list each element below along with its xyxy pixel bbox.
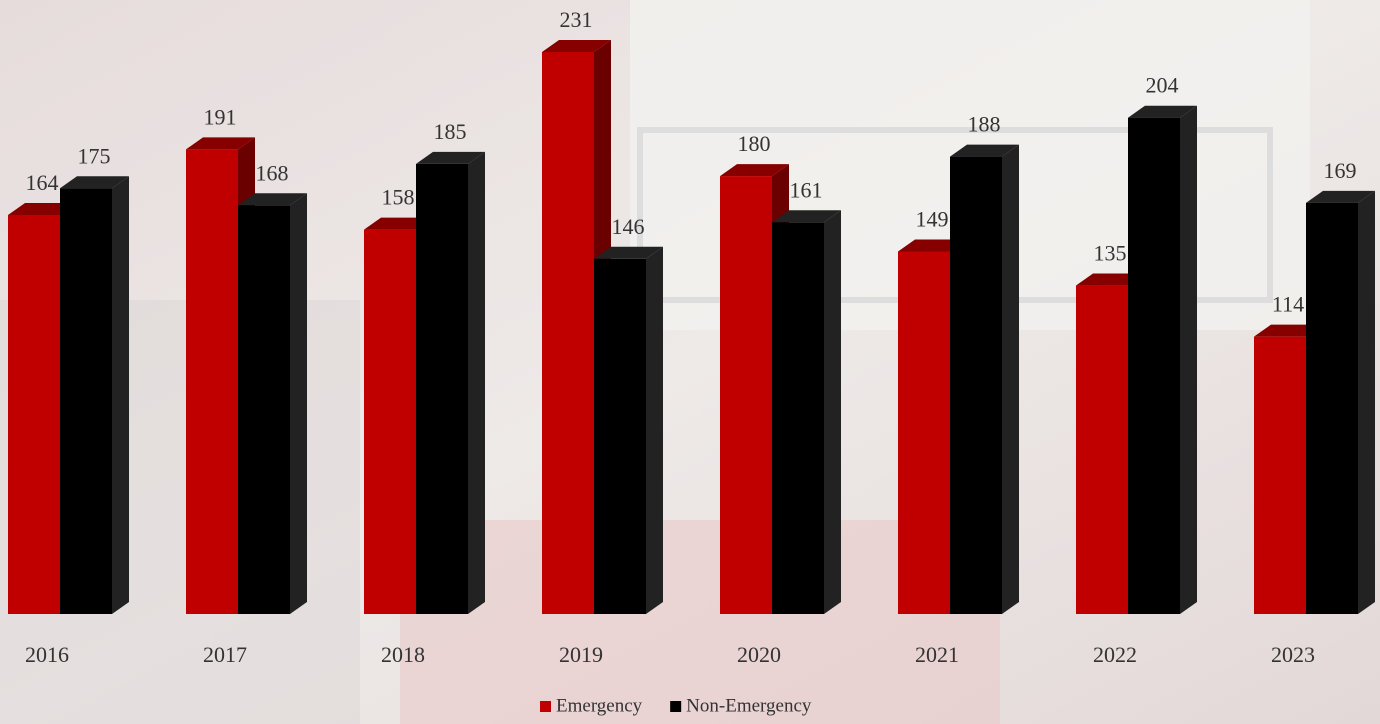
value-label: 161 <box>790 177 823 202</box>
bar <box>542 52 594 614</box>
bar <box>364 230 416 614</box>
bar <box>720 176 772 614</box>
bar <box>1254 337 1306 614</box>
bar <box>1306 203 1358 614</box>
x-tick-label: 2019 <box>559 642 603 667</box>
chart: 164 175 2016 191 168 2017 158 185 2018 231 146 2019… <box>0 0 1380 724</box>
value-label: 188 <box>968 112 1001 137</box>
bar <box>1128 118 1180 614</box>
bar <box>238 205 290 614</box>
value-label: 185 <box>434 119 467 144</box>
x-tick-label: 2022 <box>1093 642 1137 667</box>
bar <box>594 259 646 614</box>
legend-label: Emergency <box>556 695 643 716</box>
value-label: 168 <box>256 160 289 185</box>
bar <box>60 188 112 614</box>
x-tick-label: 2020 <box>737 642 781 667</box>
value-label: 191 <box>204 104 237 129</box>
bar-side <box>468 152 485 614</box>
bar <box>1076 286 1128 614</box>
bar-side <box>1002 145 1019 614</box>
bar <box>416 164 468 614</box>
value-label: 146 <box>612 214 645 239</box>
bar-side <box>824 210 841 614</box>
bar-side <box>1358 191 1375 614</box>
value-label: 204 <box>1146 73 1179 98</box>
value-label: 149 <box>916 207 949 232</box>
bar <box>950 157 1002 614</box>
legend-swatch <box>670 701 681 712</box>
x-tick-label: 2018 <box>381 642 425 667</box>
x-tick-label: 2016 <box>25 642 69 667</box>
bar-side <box>112 176 129 614</box>
value-label: 158 <box>382 185 415 210</box>
legend-swatch <box>540 701 551 712</box>
page: 164 175 2016 191 168 2017 158 185 2018 231 146 2019… <box>0 0 1380 724</box>
legend-label: Non-Emergency <box>686 695 812 716</box>
bar-side <box>1180 106 1197 614</box>
bar <box>8 215 60 614</box>
x-tick-label: 2021 <box>915 642 959 667</box>
bar <box>186 149 238 614</box>
value-label: 175 <box>78 143 111 168</box>
x-tick-label: 2017 <box>203 642 247 667</box>
value-label: 180 <box>738 131 771 156</box>
bar-side <box>290 193 307 614</box>
value-label: 231 <box>560 7 593 32</box>
value-label: 164 <box>26 170 59 195</box>
value-label: 135 <box>1094 241 1127 266</box>
value-label: 169 <box>1324 158 1357 183</box>
bar <box>772 222 824 614</box>
x-tick-label: 2023 <box>1271 642 1315 667</box>
bar-side <box>646 247 663 614</box>
bar <box>898 251 950 614</box>
value-label: 114 <box>1272 292 1304 317</box>
